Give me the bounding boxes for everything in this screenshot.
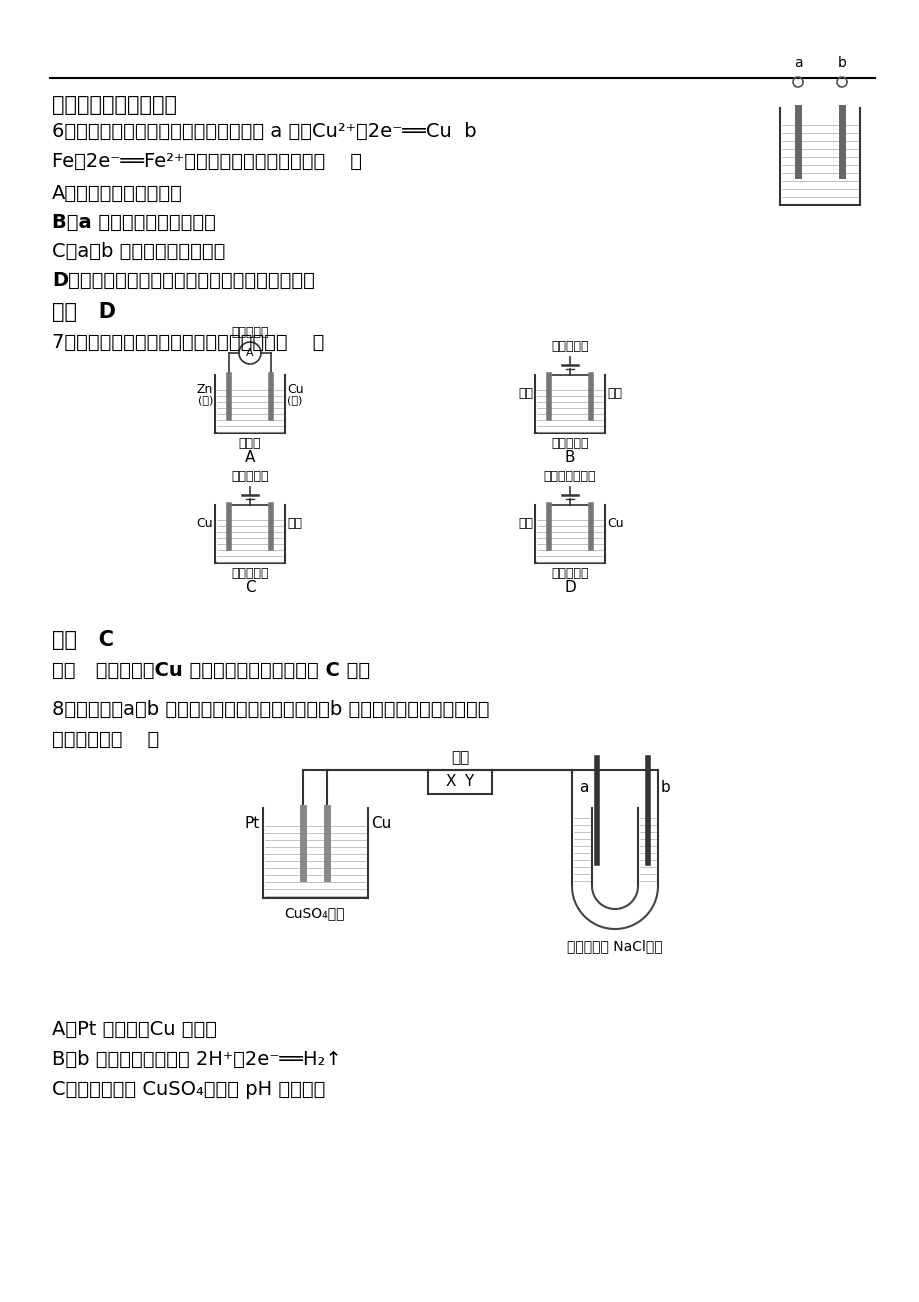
Text: 电源: 电源 xyxy=(450,750,469,766)
Bar xyxy=(427,769,492,794)
Text: 三、电解原理及其应用: 三、电解原理及其应用 xyxy=(52,95,176,115)
Text: A: A xyxy=(246,348,254,358)
Text: Cu: Cu xyxy=(287,383,303,396)
Text: 6．如图中，两电极上发生的电极反应为 a 极：Cu²⁺＋2e⁻══Cu  b: 6．如图中，两电极上发生的电极反应为 a 极：Cu²⁺＋2e⁻══Cu b xyxy=(52,122,476,141)
Text: 硫酸铜溶液: 硫酸铜溶液 xyxy=(550,437,588,450)
Text: 稀硫酸: 稀硫酸 xyxy=(239,437,261,450)
Text: 铜锌原电池: 铜锌原电池 xyxy=(231,326,268,339)
Text: A．Pt 为阴极，Cu 为阳极: A．Pt 为阴极，Cu 为阳极 xyxy=(52,1019,217,1039)
Text: (－): (－) xyxy=(198,395,213,405)
Text: b: b xyxy=(836,56,845,70)
Text: 8．如下图，a、b 是石墨电极，通电一段时间后，b 极附近溶液显红色。下列说: 8．如下图，a、b 是石墨电极，通电一段时间后，b 极附近溶液显红色。下列说 xyxy=(52,700,489,719)
Text: 滴有酚酞的 NaCl溶液: 滴有酚酞的 NaCl溶液 xyxy=(567,939,662,953)
Text: 电解氯化铜溶液: 电解氯化铜溶液 xyxy=(543,470,596,483)
Text: X: X xyxy=(446,775,456,789)
Text: 纯铜: 纯铜 xyxy=(517,387,532,400)
Text: B．a 极上一定发生还原反应: B．a 极上一定发生还原反应 xyxy=(52,214,216,232)
Text: b: b xyxy=(660,780,670,796)
Text: Y: Y xyxy=(464,775,473,789)
Text: D: D xyxy=(563,579,575,595)
Text: B: B xyxy=(564,450,574,465)
Text: Zn: Zn xyxy=(197,383,213,396)
Text: Pt: Pt xyxy=(244,815,260,831)
Text: 石墨: 石墨 xyxy=(517,517,532,530)
Text: 氯化铜溶液: 氯化铜溶液 xyxy=(550,566,588,579)
Text: Cu: Cu xyxy=(607,517,623,530)
Text: Fe－2e⁻══Fe²⁺，下列说法中不正确的是（    ）: Fe－2e⁻══Fe²⁺，下列说法中不正确的是（ ） xyxy=(52,152,361,171)
Text: 答案   C: 答案 C xyxy=(52,630,114,650)
Text: D．该过程中能量的转换一定是化学能转化为电能: D．该过程中能量的转换一定是化学能转化为电能 xyxy=(52,271,314,290)
Text: CuSO₄溶液: CuSO₄溶液 xyxy=(285,906,345,921)
Text: 电解精炼铜: 电解精炼铜 xyxy=(550,340,588,353)
Text: (＋): (＋) xyxy=(287,395,302,405)
Text: C．电解过程中 CuSO₄溶液的 pH 逐渐增大: C．电解过程中 CuSO₄溶液的 pH 逐渐增大 xyxy=(52,1079,325,1099)
Text: 解析   电镀铜时，Cu 作阳极，镀件作阴极，故 C 错。: 解析 电镀铜时，Cu 作阳极，镀件作阴极，故 C 错。 xyxy=(52,661,369,680)
Text: 粗铜: 粗铜 xyxy=(607,387,621,400)
Text: Cu: Cu xyxy=(370,815,391,831)
Text: 硫酸铜溶液: 硫酸铜溶液 xyxy=(231,566,268,579)
Text: C: C xyxy=(244,579,255,595)
Text: 镀件: 镀件 xyxy=(287,517,301,530)
Text: 答案   D: 答案 D xyxy=(52,302,116,322)
Text: a: a xyxy=(793,56,801,70)
Text: a: a xyxy=(579,780,588,796)
Text: 7．下列图示中关于铜电极的连接错误的是（    ）: 7．下列图示中关于铜电极的连接错误的是（ ） xyxy=(52,333,324,352)
Text: B．b 极的电极反应式是 2H⁺＋2e⁻══H₂↑: B．b 极的电极反应式是 2H⁺＋2e⁻══H₂↑ xyxy=(52,1049,341,1069)
Text: C．a、b 可能是同种电极材料: C．a、b 可能是同种电极材料 xyxy=(52,242,225,260)
Text: A．该装置可能是电解池: A．该装置可能是电解池 xyxy=(52,184,183,203)
Text: 镀件上镀铜: 镀件上镀铜 xyxy=(231,470,268,483)
Text: Cu: Cu xyxy=(196,517,213,530)
Text: A: A xyxy=(244,450,255,465)
Text: 法正确的是（    ）: 法正确的是（ ） xyxy=(52,730,159,749)
Circle shape xyxy=(239,342,261,365)
